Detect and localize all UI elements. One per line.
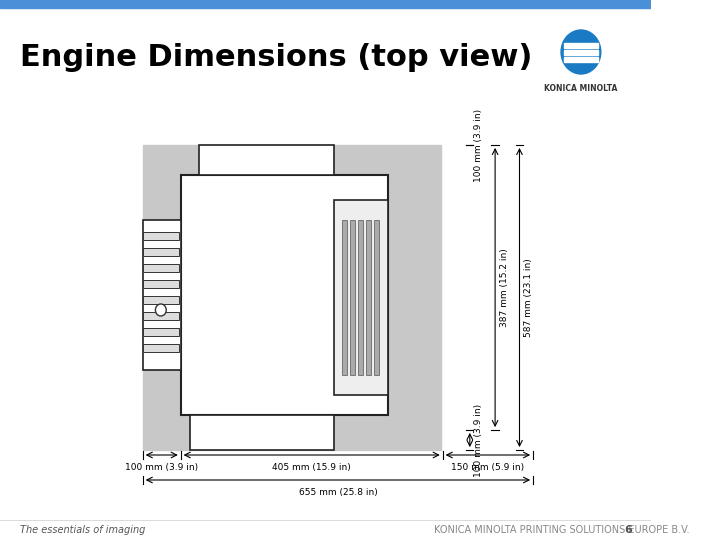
- Text: 100 mm (3.9 in): 100 mm (3.9 in): [474, 109, 483, 181]
- Text: 387 mm (15.2 in): 387 mm (15.2 in): [500, 248, 508, 327]
- Bar: [143, 264, 179, 272]
- Text: 405 mm (15.9 in): 405 mm (15.9 in): [272, 463, 351, 472]
- Bar: [143, 248, 179, 256]
- Bar: [190, 415, 334, 450]
- Text: 100 mm (3.9 in): 100 mm (3.9 in): [125, 463, 198, 472]
- Bar: [334, 200, 389, 395]
- Text: KONICA MINOLTA PRINTING SOLUTIONS EUROPE B.V.: KONICA MINOLTA PRINTING SOLUTIONS EUROPE…: [433, 525, 689, 535]
- Text: 6: 6: [624, 525, 632, 535]
- Bar: [366, 220, 372, 375]
- Bar: [143, 344, 179, 352]
- Text: KONICA MINOLTA: KONICA MINOLTA: [544, 84, 618, 93]
- Bar: [143, 220, 181, 370]
- Bar: [143, 296, 179, 304]
- Text: 100 mm (3.9 in): 100 mm (3.9 in): [474, 403, 483, 477]
- Circle shape: [561, 30, 600, 74]
- Text: 150 mm (5.9 in): 150 mm (5.9 in): [451, 463, 524, 472]
- Bar: [143, 312, 179, 320]
- Bar: [143, 232, 179, 240]
- Bar: [181, 175, 389, 415]
- Bar: [0, 0, 650, 8]
- Bar: [564, 57, 598, 62]
- Bar: [199, 145, 334, 175]
- Bar: [374, 220, 379, 375]
- Circle shape: [156, 304, 166, 316]
- Text: The essentials of imaging: The essentials of imaging: [20, 525, 145, 535]
- Bar: [564, 50, 598, 55]
- Bar: [143, 328, 179, 336]
- Bar: [143, 280, 179, 288]
- Text: 587 mm (23.1 in): 587 mm (23.1 in): [524, 258, 533, 337]
- Bar: [143, 145, 441, 450]
- Bar: [564, 43, 598, 48]
- Text: 655 mm (25.8 in): 655 mm (25.8 in): [299, 488, 377, 497]
- Text: Engine Dimensions (top view): Engine Dimensions (top view): [20, 44, 532, 72]
- Bar: [350, 220, 355, 375]
- Bar: [341, 220, 347, 375]
- Bar: [358, 220, 363, 375]
